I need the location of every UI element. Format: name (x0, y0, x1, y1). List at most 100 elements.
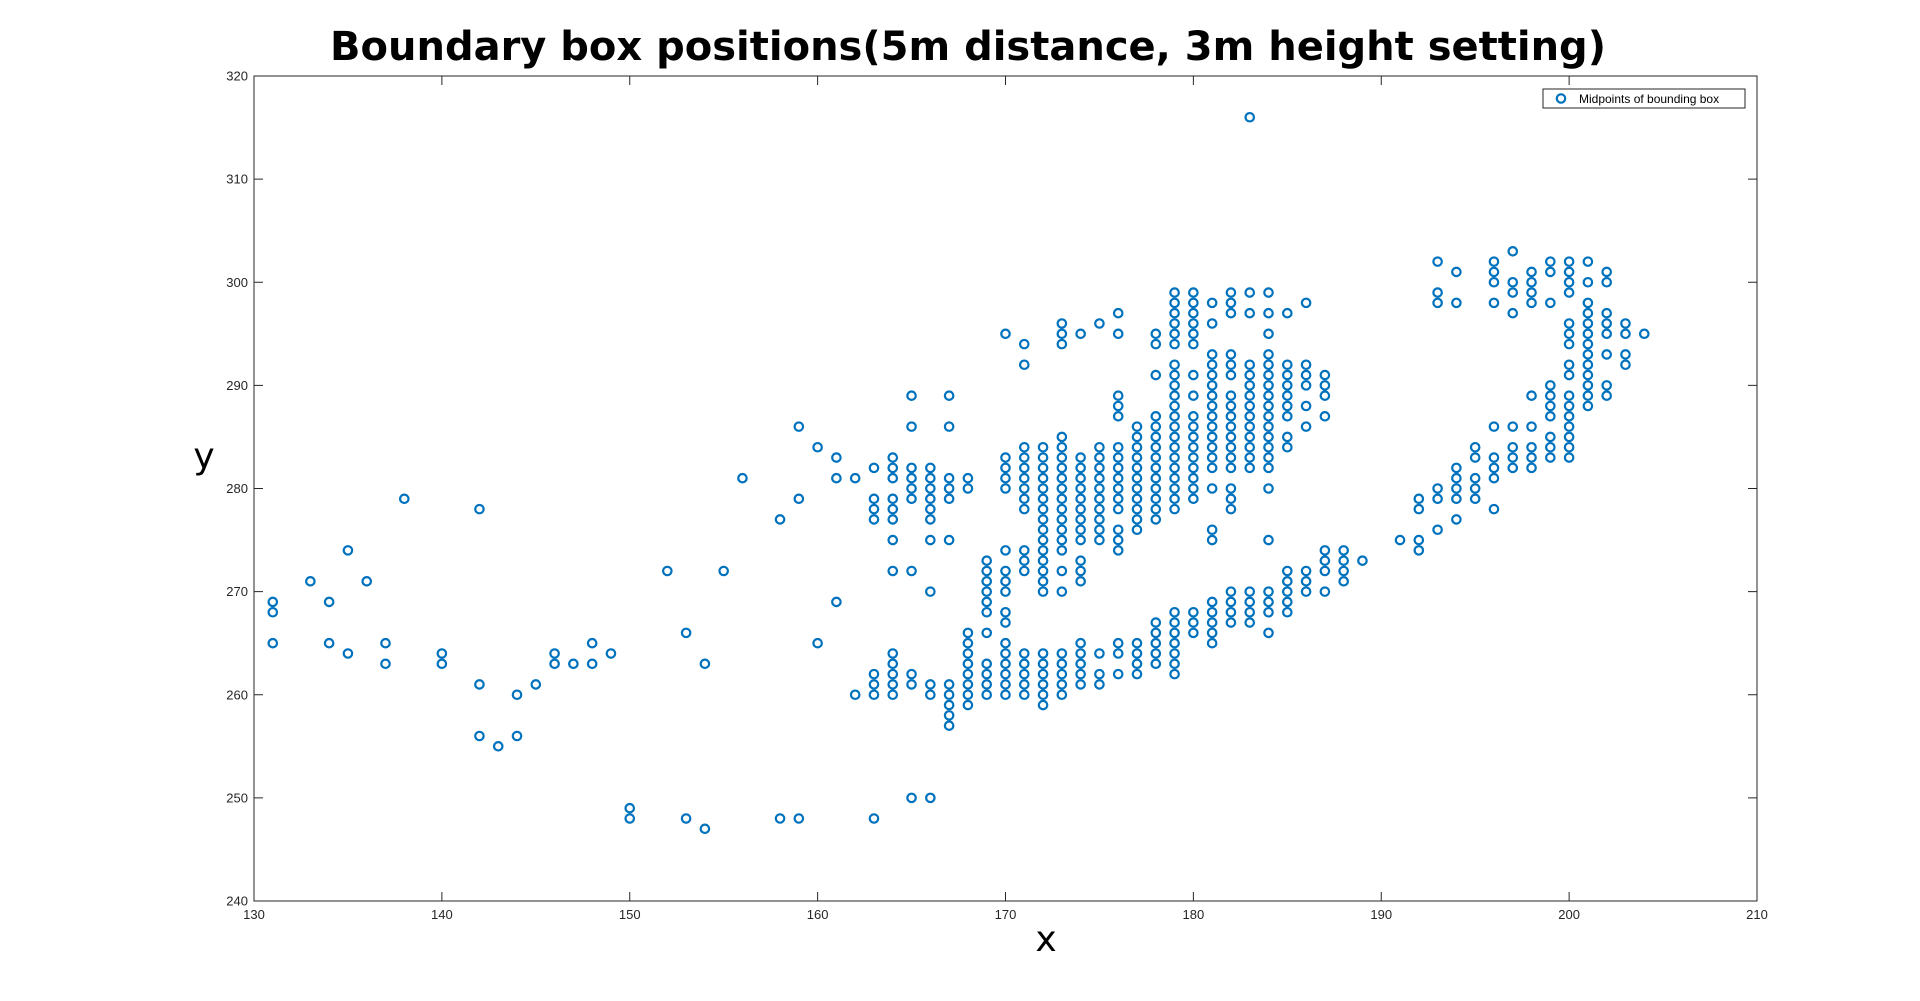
chart-title: Boundary box positions(5m distance, 3m h… (330, 24, 1606, 70)
data-point (925, 679, 936, 690)
data-point (1300, 297, 1312, 309)
data-point (1225, 369, 1237, 381)
data-point (1075, 472, 1086, 484)
data-point (981, 606, 993, 618)
data-point (793, 493, 805, 505)
data-point (1018, 452, 1030, 463)
data-point (1206, 297, 1218, 309)
data-point (1244, 421, 1256, 432)
data-point (925, 493, 936, 505)
data-point (1131, 462, 1143, 474)
data-point (323, 637, 335, 649)
data-point (1056, 493, 1068, 505)
x-tick-label: 140 (431, 907, 453, 922)
data-point (1094, 318, 1105, 329)
data-point (1469, 441, 1481, 453)
data-point (981, 658, 993, 670)
data-point (981, 555, 993, 566)
data-point (323, 596, 335, 608)
data-point (1601, 349, 1612, 360)
data-point (1000, 328, 1011, 340)
data-point (774, 813, 786, 824)
data-point (1169, 493, 1180, 505)
y-tick-label: 290 (226, 378, 248, 393)
y-tick-label: 270 (226, 584, 248, 599)
data-point (1244, 307, 1256, 319)
data-point (925, 483, 936, 494)
data-point (906, 483, 917, 494)
data-point (1620, 328, 1631, 340)
data-point (1000, 452, 1011, 463)
data-point (1282, 441, 1293, 453)
data-point (1169, 390, 1180, 401)
data-point (1056, 679, 1068, 690)
data-point (1056, 545, 1068, 556)
data-point (1225, 441, 1237, 453)
data-point (1244, 441, 1256, 453)
data-point (1112, 390, 1124, 401)
data-point (1094, 493, 1105, 505)
data-point (1169, 668, 1180, 680)
data-point (887, 679, 899, 690)
data-point (925, 514, 936, 525)
data-point (793, 813, 805, 824)
data-point (1037, 441, 1049, 453)
data-point (1225, 431, 1237, 443)
data-point (793, 421, 805, 432)
data-point (1507, 452, 1519, 463)
data-point (1545, 400, 1556, 412)
data-point (1338, 555, 1349, 566)
data-point (1056, 514, 1068, 525)
data-point (1169, 617, 1180, 628)
data-point (549, 648, 560, 659)
data-point (1094, 483, 1105, 494)
data-point (943, 699, 955, 711)
data-point (1188, 431, 1199, 443)
data-point (1000, 637, 1011, 649)
data-point (943, 679, 955, 690)
data-point (1563, 287, 1575, 298)
data-point (1131, 503, 1143, 515)
data-point (1075, 328, 1086, 340)
data-point (1244, 606, 1256, 618)
data-point (1319, 390, 1331, 401)
plot-area (253, 75, 1758, 902)
data-point (906, 679, 917, 690)
data-point (1075, 483, 1086, 494)
data-point (1507, 246, 1519, 257)
data-point (1282, 369, 1293, 381)
data-point (1582, 349, 1594, 360)
data-point (1131, 421, 1143, 432)
data-point (1056, 441, 1068, 453)
data-point (1112, 400, 1124, 412)
data-point (1225, 606, 1237, 618)
y-tick-label: 300 (226, 275, 248, 290)
data-point (1056, 462, 1068, 474)
data-point (1037, 658, 1049, 670)
data-point (1282, 596, 1293, 608)
data-point (1225, 452, 1237, 463)
data-point (267, 637, 279, 649)
data-point (868, 813, 880, 824)
data-point (1169, 452, 1180, 463)
data-point (1169, 658, 1180, 670)
data-point (868, 679, 880, 690)
data-point (981, 576, 993, 587)
data-point (1112, 441, 1124, 453)
data-point (1225, 400, 1237, 412)
data-point (1601, 390, 1612, 401)
data-point (1018, 658, 1030, 670)
data-point (1263, 596, 1274, 608)
data-point (1319, 380, 1331, 391)
data-point (1018, 668, 1030, 680)
data-point (1037, 565, 1049, 577)
data-point (962, 668, 974, 680)
data-point (849, 689, 861, 701)
data-point (1563, 441, 1575, 453)
data-point (1488, 462, 1500, 474)
data-point (1056, 668, 1068, 680)
data-point (1263, 462, 1274, 474)
data-point (1263, 390, 1274, 401)
data-point (1545, 452, 1556, 463)
data-point (943, 710, 955, 721)
